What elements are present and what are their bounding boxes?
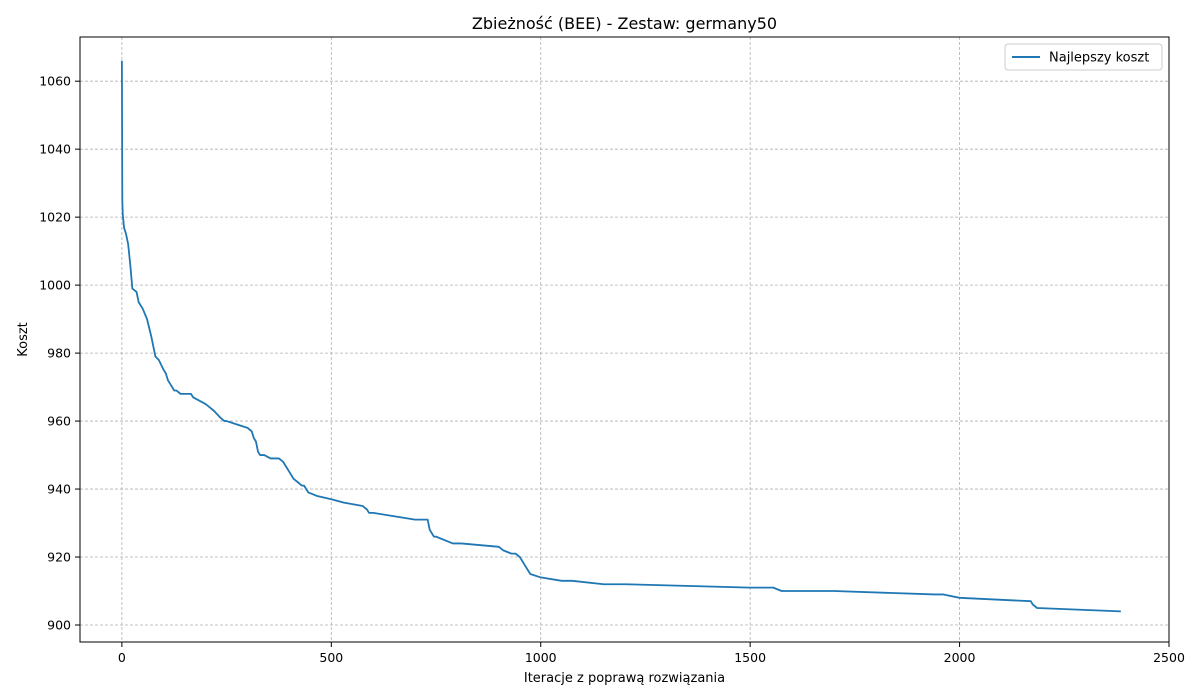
legend: Najlepszy koszt xyxy=(1004,43,1163,71)
x-tick-label: 1000 xyxy=(525,650,557,665)
y-tick-label: 960 xyxy=(47,414,71,429)
x-tick-label: 1500 xyxy=(734,650,766,665)
y-tick-label: 1060 xyxy=(39,74,71,89)
y-tick-label: 920 xyxy=(47,550,71,565)
y-tick-label: 1000 xyxy=(39,278,71,293)
y-tick-label: 900 xyxy=(47,618,71,633)
y-tick-label: 940 xyxy=(47,482,71,497)
x-axis-label: Iteracje z poprawą rozwiązania xyxy=(524,671,725,686)
x-tick-label: 0 xyxy=(118,650,126,665)
grid-lines xyxy=(80,37,1170,642)
y-tick-label: 1020 xyxy=(39,210,71,225)
y-tick-label: 980 xyxy=(47,346,71,361)
x-tick-label: 2500 xyxy=(1153,650,1185,665)
axis-ticks: 0 500 1000 1500 2000 2500 900 920 940 960 980 1000 1… xyxy=(39,74,1185,665)
series-layer xyxy=(120,60,1121,613)
y-tick-label: 1040 xyxy=(39,142,71,157)
legend-entry: Najlepszy koszt xyxy=(1049,51,1149,66)
legend-box xyxy=(1004,43,1163,71)
x-tick-label: 2000 xyxy=(944,650,976,665)
plot-area-frame xyxy=(79,36,1170,643)
y-axis-label: Koszt xyxy=(16,322,31,357)
chart-title: Zbieżność (BEE) - Zestaw: germany50 xyxy=(472,14,777,33)
x-tick-label: 500 xyxy=(319,650,343,665)
series-line-najlepszy-koszt xyxy=(120,60,1121,613)
